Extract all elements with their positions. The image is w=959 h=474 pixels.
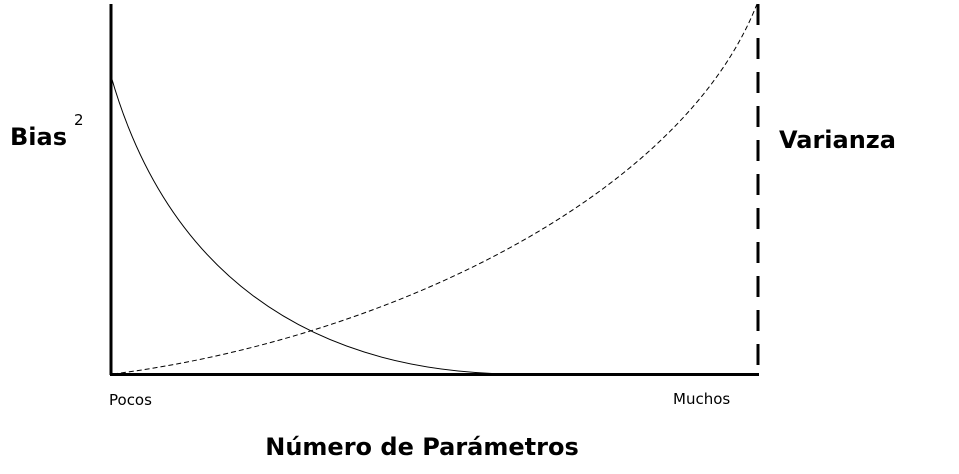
bias-curve: [110, 75, 585, 375]
x-axis-start-label: Pocos: [109, 391, 152, 409]
x-axis-title: Número de Parámetros: [265, 433, 579, 461]
bias-label: Bias: [10, 123, 67, 151]
bias-superscript: 2: [74, 111, 84, 129]
variance-label: Varianza: [779, 126, 896, 154]
variance-curve: [112, 3, 758, 375]
x-axis-end-label: Muchos: [673, 390, 730, 408]
